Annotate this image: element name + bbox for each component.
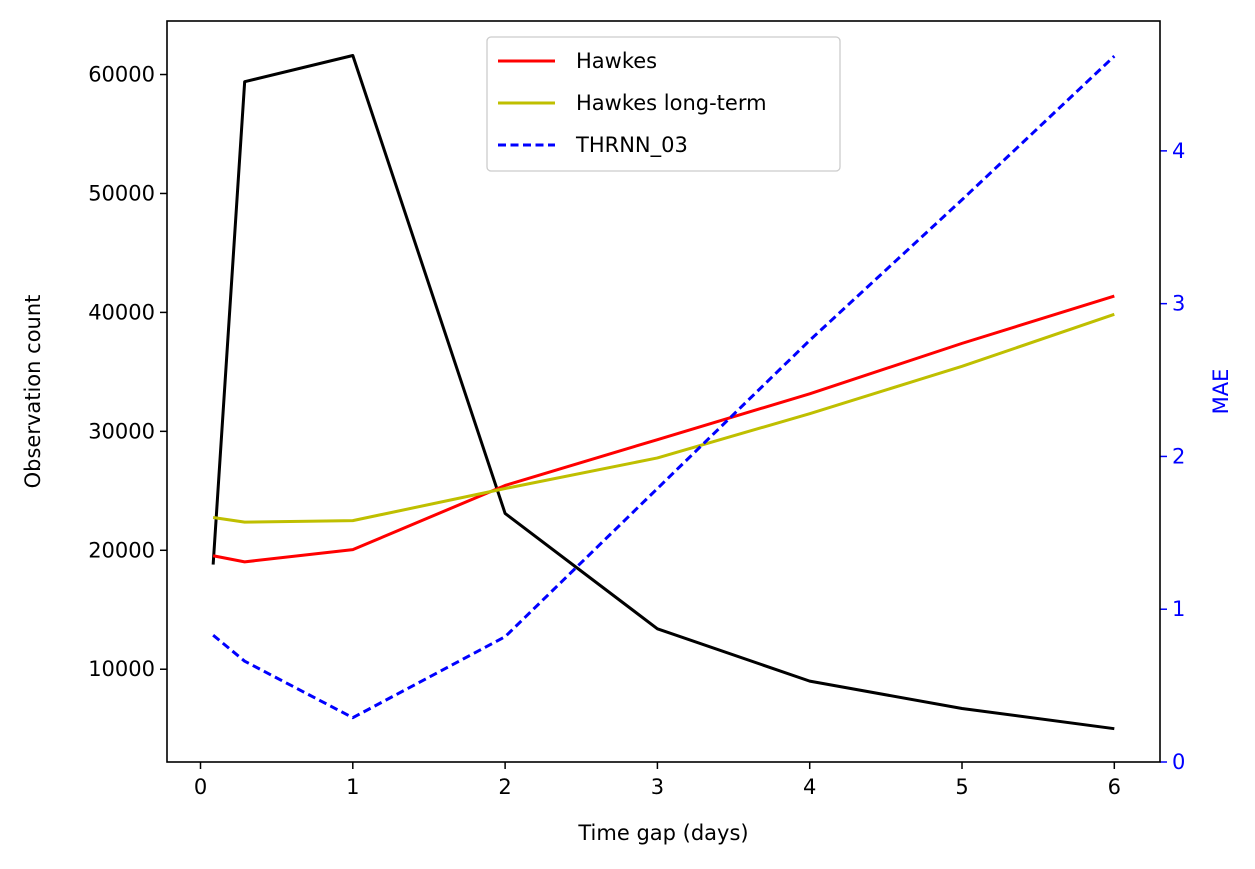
- y-right-tick-label: 3: [1172, 292, 1185, 316]
- series-line-hawkes: [212, 294, 1115, 564]
- legend: Hawkes Hawkes long-term THRNN_03: [486, 36, 841, 172]
- plot-lines: [211, 53, 1116, 731]
- y-left-tick-label: 50000: [88, 181, 155, 205]
- legend-box: [486, 36, 841, 172]
- y-axis-label-left: Observation count: [21, 295, 45, 489]
- x-tick-label: 0: [194, 775, 207, 799]
- y-right-tick-label: 1: [1172, 597, 1185, 621]
- y-left-tick-label: 20000: [88, 538, 155, 562]
- series-line-hawkes-long-term: [212, 312, 1115, 524]
- y-right-tick-label: 0: [1172, 750, 1185, 774]
- x-tick-label: 6: [1108, 775, 1121, 799]
- y-right-tick-label: 2: [1172, 444, 1185, 468]
- y-left-tick-label: 40000: [88, 300, 155, 324]
- x-tick-label: 5: [955, 775, 968, 799]
- x-tick-label: 2: [498, 775, 511, 799]
- y-left-tick-label: 10000: [88, 657, 155, 681]
- x-axis-label: Time gap (days): [577, 821, 748, 845]
- series-line-observation-count: [211, 53, 1115, 731]
- left-axis: 10000 20000 30000 40000 50000 60000: [88, 63, 167, 681]
- y-axis-label-right: MAE: [1209, 369, 1233, 415]
- plot-frame: [166, 20, 1161, 763]
- legend-label-hawkes-long-term: Hawkes long-term: [576, 91, 767, 115]
- legend-label-thrnn-03: THRNN_03: [575, 133, 688, 158]
- x-tick-label: 3: [651, 775, 664, 799]
- x-tick-label: 4: [803, 775, 816, 799]
- y-right-tick-label: 4: [1172, 139, 1185, 163]
- y-left-tick-label: 60000: [88, 63, 155, 87]
- series-line-thrnn-03: [212, 55, 1116, 720]
- x-axis: 0 1 2 3 4 5 6: [194, 762, 1121, 799]
- y-left-tick-label: 30000: [88, 419, 155, 443]
- legend-label-hawkes: Hawkes: [576, 49, 657, 73]
- right-axis: 0 1 2 3 4: [1160, 139, 1185, 774]
- x-tick-label: 1: [346, 775, 359, 799]
